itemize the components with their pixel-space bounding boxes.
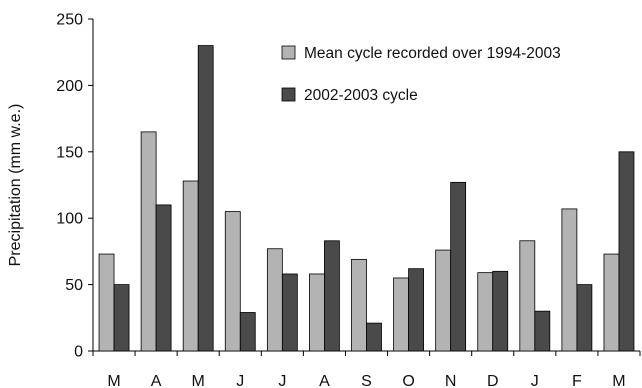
legend-swatch-mean-cycle <box>281 45 296 60</box>
bars <box>98 45 635 352</box>
x-tick-label: M <box>192 373 205 388</box>
legend-label-2002-2003-cycle: 2002-2003 cycle <box>304 87 418 104</box>
bar-2002-2003-cycle <box>239 312 256 352</box>
x-tick-label: A <box>151 373 162 388</box>
bar-2002-2003-cycle <box>155 204 172 352</box>
x-tick-label: D <box>487 373 499 388</box>
y-axis: 0 50 100 150 200 250 <box>56 12 94 361</box>
bar-mean-cycle <box>309 273 325 352</box>
x-tick-label: N <box>445 373 457 388</box>
bar-2002-2003-cycle <box>324 240 340 352</box>
bar-2002-2003-cycle <box>281 273 298 352</box>
x-tick-label: J <box>236 373 244 388</box>
y-axis-title: Precipitation (mm w.e.) <box>7 104 24 267</box>
x-tick-label: A <box>319 373 330 388</box>
bar-mean-cycle <box>519 240 536 352</box>
bar-mean-cycle <box>393 277 409 352</box>
bar-mean-cycle <box>140 131 157 352</box>
x-tick-label: J <box>278 373 286 388</box>
bar-mean-cycle <box>603 253 620 352</box>
bar-mean-cycle <box>435 249 452 352</box>
x-tick-label: M <box>612 373 625 388</box>
legend: Mean cycle recorded over 1994-2003 2002-… <box>281 45 561 104</box>
x-tick-label: S <box>361 373 372 388</box>
y-tick-label: 100 <box>56 211 83 228</box>
bar-2002-2003-cycle <box>450 181 467 352</box>
x-tick-label: J <box>531 373 539 388</box>
bar-mean-cycle <box>351 258 367 352</box>
bar-2002-2003-cycle <box>618 151 635 352</box>
legend-swatch-2002-2003-cycle <box>281 87 296 102</box>
bar-mean-cycle <box>98 253 115 352</box>
legend-label-mean-cycle: Mean cycle recorded over 1994-2003 <box>304 45 561 62</box>
y-tick-label: 250 <box>56 12 83 29</box>
bar-2002-2003-cycle <box>113 284 130 352</box>
bar-mean-cycle <box>561 208 578 352</box>
x-tick-label: F <box>572 373 582 388</box>
bar-mean-cycle <box>477 272 494 352</box>
bar-mean-cycle <box>224 211 241 352</box>
bar-mean-cycle <box>266 248 283 352</box>
y-tick-label: 150 <box>56 144 83 161</box>
bar-2002-2003-cycle <box>534 310 551 352</box>
bar-2002-2003-cycle <box>492 270 509 352</box>
bar-2002-2003-cycle <box>408 268 424 352</box>
y-tick-label: 200 <box>56 78 83 95</box>
y-tick-label: 50 <box>65 277 83 294</box>
x-tick-label: O <box>402 373 414 388</box>
bar-2002-2003-cycle <box>197 45 214 352</box>
bar-2002-2003-cycle <box>576 284 593 352</box>
x-tick-label: M <box>107 373 120 388</box>
bar-2002-2003-cycle <box>366 322 382 352</box>
y-tick-label: 0 <box>74 344 83 361</box>
bar-mean-cycle <box>182 180 199 352</box>
